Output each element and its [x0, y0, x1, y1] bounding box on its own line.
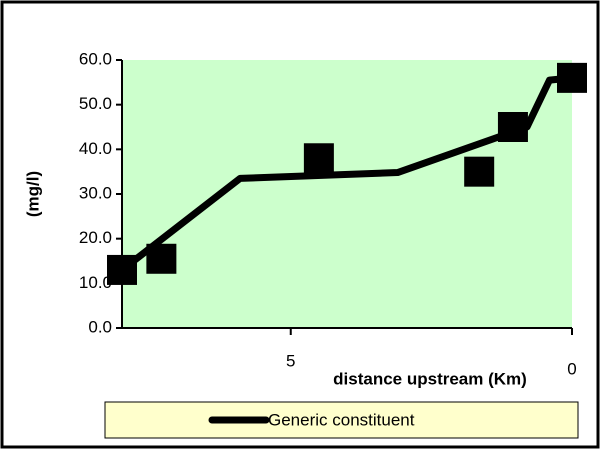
x-tick-label: 0	[567, 359, 576, 378]
data-marker	[497, 112, 528, 142]
y-tick-label: 0.0	[88, 317, 112, 336]
y-tick-label: 50.0	[79, 94, 112, 113]
data-marker	[146, 243, 177, 274]
legend	[104, 401, 579, 439]
y-tick-label: 10.0	[79, 273, 112, 292]
y-tick-label: 30.0	[79, 183, 112, 202]
data-marker	[303, 143, 334, 174]
y-axis-label: (mg/l)	[23, 171, 42, 217]
data-marker	[107, 254, 137, 285]
y-tick-label: 60.0	[79, 49, 112, 68]
y-tick-label: 40.0	[79, 139, 112, 158]
data-marker	[464, 156, 495, 187]
x-axis-label: distance upstream (Km)	[333, 369, 527, 388]
legend-label: Generic constituent	[268, 410, 415, 429]
y-tick-label: 20.0	[79, 228, 112, 247]
plot-area	[122, 60, 572, 328]
x-tick-label: 5	[286, 351, 295, 370]
data-line	[119, 74, 573, 273]
data-marker	[557, 62, 587, 93]
